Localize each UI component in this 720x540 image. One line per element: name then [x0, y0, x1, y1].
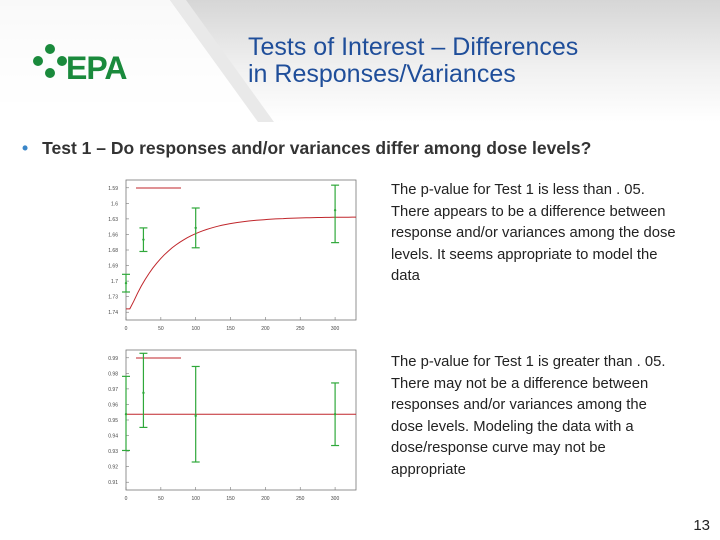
- y-tick-label: 1.68: [108, 248, 118, 254]
- description-2: The p-value for Test 1 is greater than .…: [391, 354, 666, 478]
- y-tick-label: 1.66: [108, 232, 118, 238]
- data-point: [142, 238, 145, 241]
- x-tick-label: 200: [261, 496, 270, 502]
- x-tick-label: 100: [192, 496, 201, 502]
- data-point: [333, 209, 337, 212]
- data-point: [124, 281, 128, 285]
- x-tick-label: 50: [158, 326, 164, 332]
- x-tick-label: 200: [261, 326, 270, 332]
- x-tick-label: 250: [296, 496, 305, 502]
- y-tick-label: 0.92: [108, 465, 118, 471]
- x-tick-label: 100: [192, 326, 201, 332]
- chart-2: 0.99 0.98 0.97 0.96 0.95 0.94 0.93 0.92 0.91 0 50 1…: [108, 349, 357, 502]
- y-tick-label: 0.97: [108, 387, 118, 393]
- chart-1: 1.59 1.6 1.63 1.66 1.68 1.69 1.7 1.73 1.74 0 50 100…: [108, 179, 357, 332]
- slide-title: Tests of Interest – Differences in Respo…: [248, 34, 708, 88]
- epa-logo: EPA: [33, 44, 128, 86]
- y-tick-label: 1.63: [108, 217, 118, 223]
- logo-text: EPA: [66, 50, 127, 86]
- data-point: [194, 414, 197, 418]
- header-panel: EPA: [0, 0, 274, 122]
- title-line-1: Tests of Interest – Differences: [248, 33, 579, 61]
- y-tick-label: 0.95: [108, 418, 118, 424]
- epa-flower-icon: [33, 44, 67, 78]
- y-tick-label: 0.93: [108, 449, 118, 455]
- y-tick-label: 0.96: [108, 402, 118, 408]
- x-tick-label: 0: [125, 326, 128, 332]
- x-tick-label: 0: [125, 496, 128, 502]
- fit-curve: [126, 216, 356, 310]
- plot-frame: [125, 179, 357, 321]
- x-tick-label: 300: [331, 496, 340, 502]
- data-point: [333, 413, 337, 416]
- y-tick-label: 1.73: [108, 295, 118, 301]
- y-tick-label: 1.59: [108, 186, 118, 192]
- x-tick-label: 300: [331, 326, 340, 332]
- slide-number: 13: [693, 517, 710, 534]
- data-point: [142, 391, 145, 395]
- description-1: The p-value for Test 1 is less than . 05…: [391, 182, 676, 285]
- x-tick-label: 50: [158, 496, 164, 502]
- y-tick-label: 1.74: [108, 310, 118, 316]
- bullet-marker: •: [22, 138, 29, 158]
- data-point: [124, 413, 128, 416]
- title-line-2: in Responses/Variances: [248, 60, 516, 88]
- x-tick-label: 250: [296, 326, 305, 332]
- bullet-text: Test 1 – Do responses and/or variances d…: [42, 138, 592, 158]
- y-tick-label: 1.6: [111, 201, 118, 207]
- x-tick-label: 150: [226, 326, 235, 332]
- data-point: [194, 226, 197, 230]
- y-tick-label: 0.98: [108, 371, 118, 377]
- bullet-point: • Test 1 – Do responses and/or variances …: [22, 138, 591, 159]
- plot-frame: [125, 349, 357, 491]
- y-tick-label: 1.69: [108, 264, 118, 270]
- x-tick-label: 150: [226, 496, 235, 502]
- y-tick-label: 0.94: [108, 434, 118, 440]
- y-tick-label: 0.99: [108, 356, 118, 362]
- y-tick-label: 1.7: [111, 279, 118, 285]
- y-tick-label: 0.91: [108, 480, 118, 486]
